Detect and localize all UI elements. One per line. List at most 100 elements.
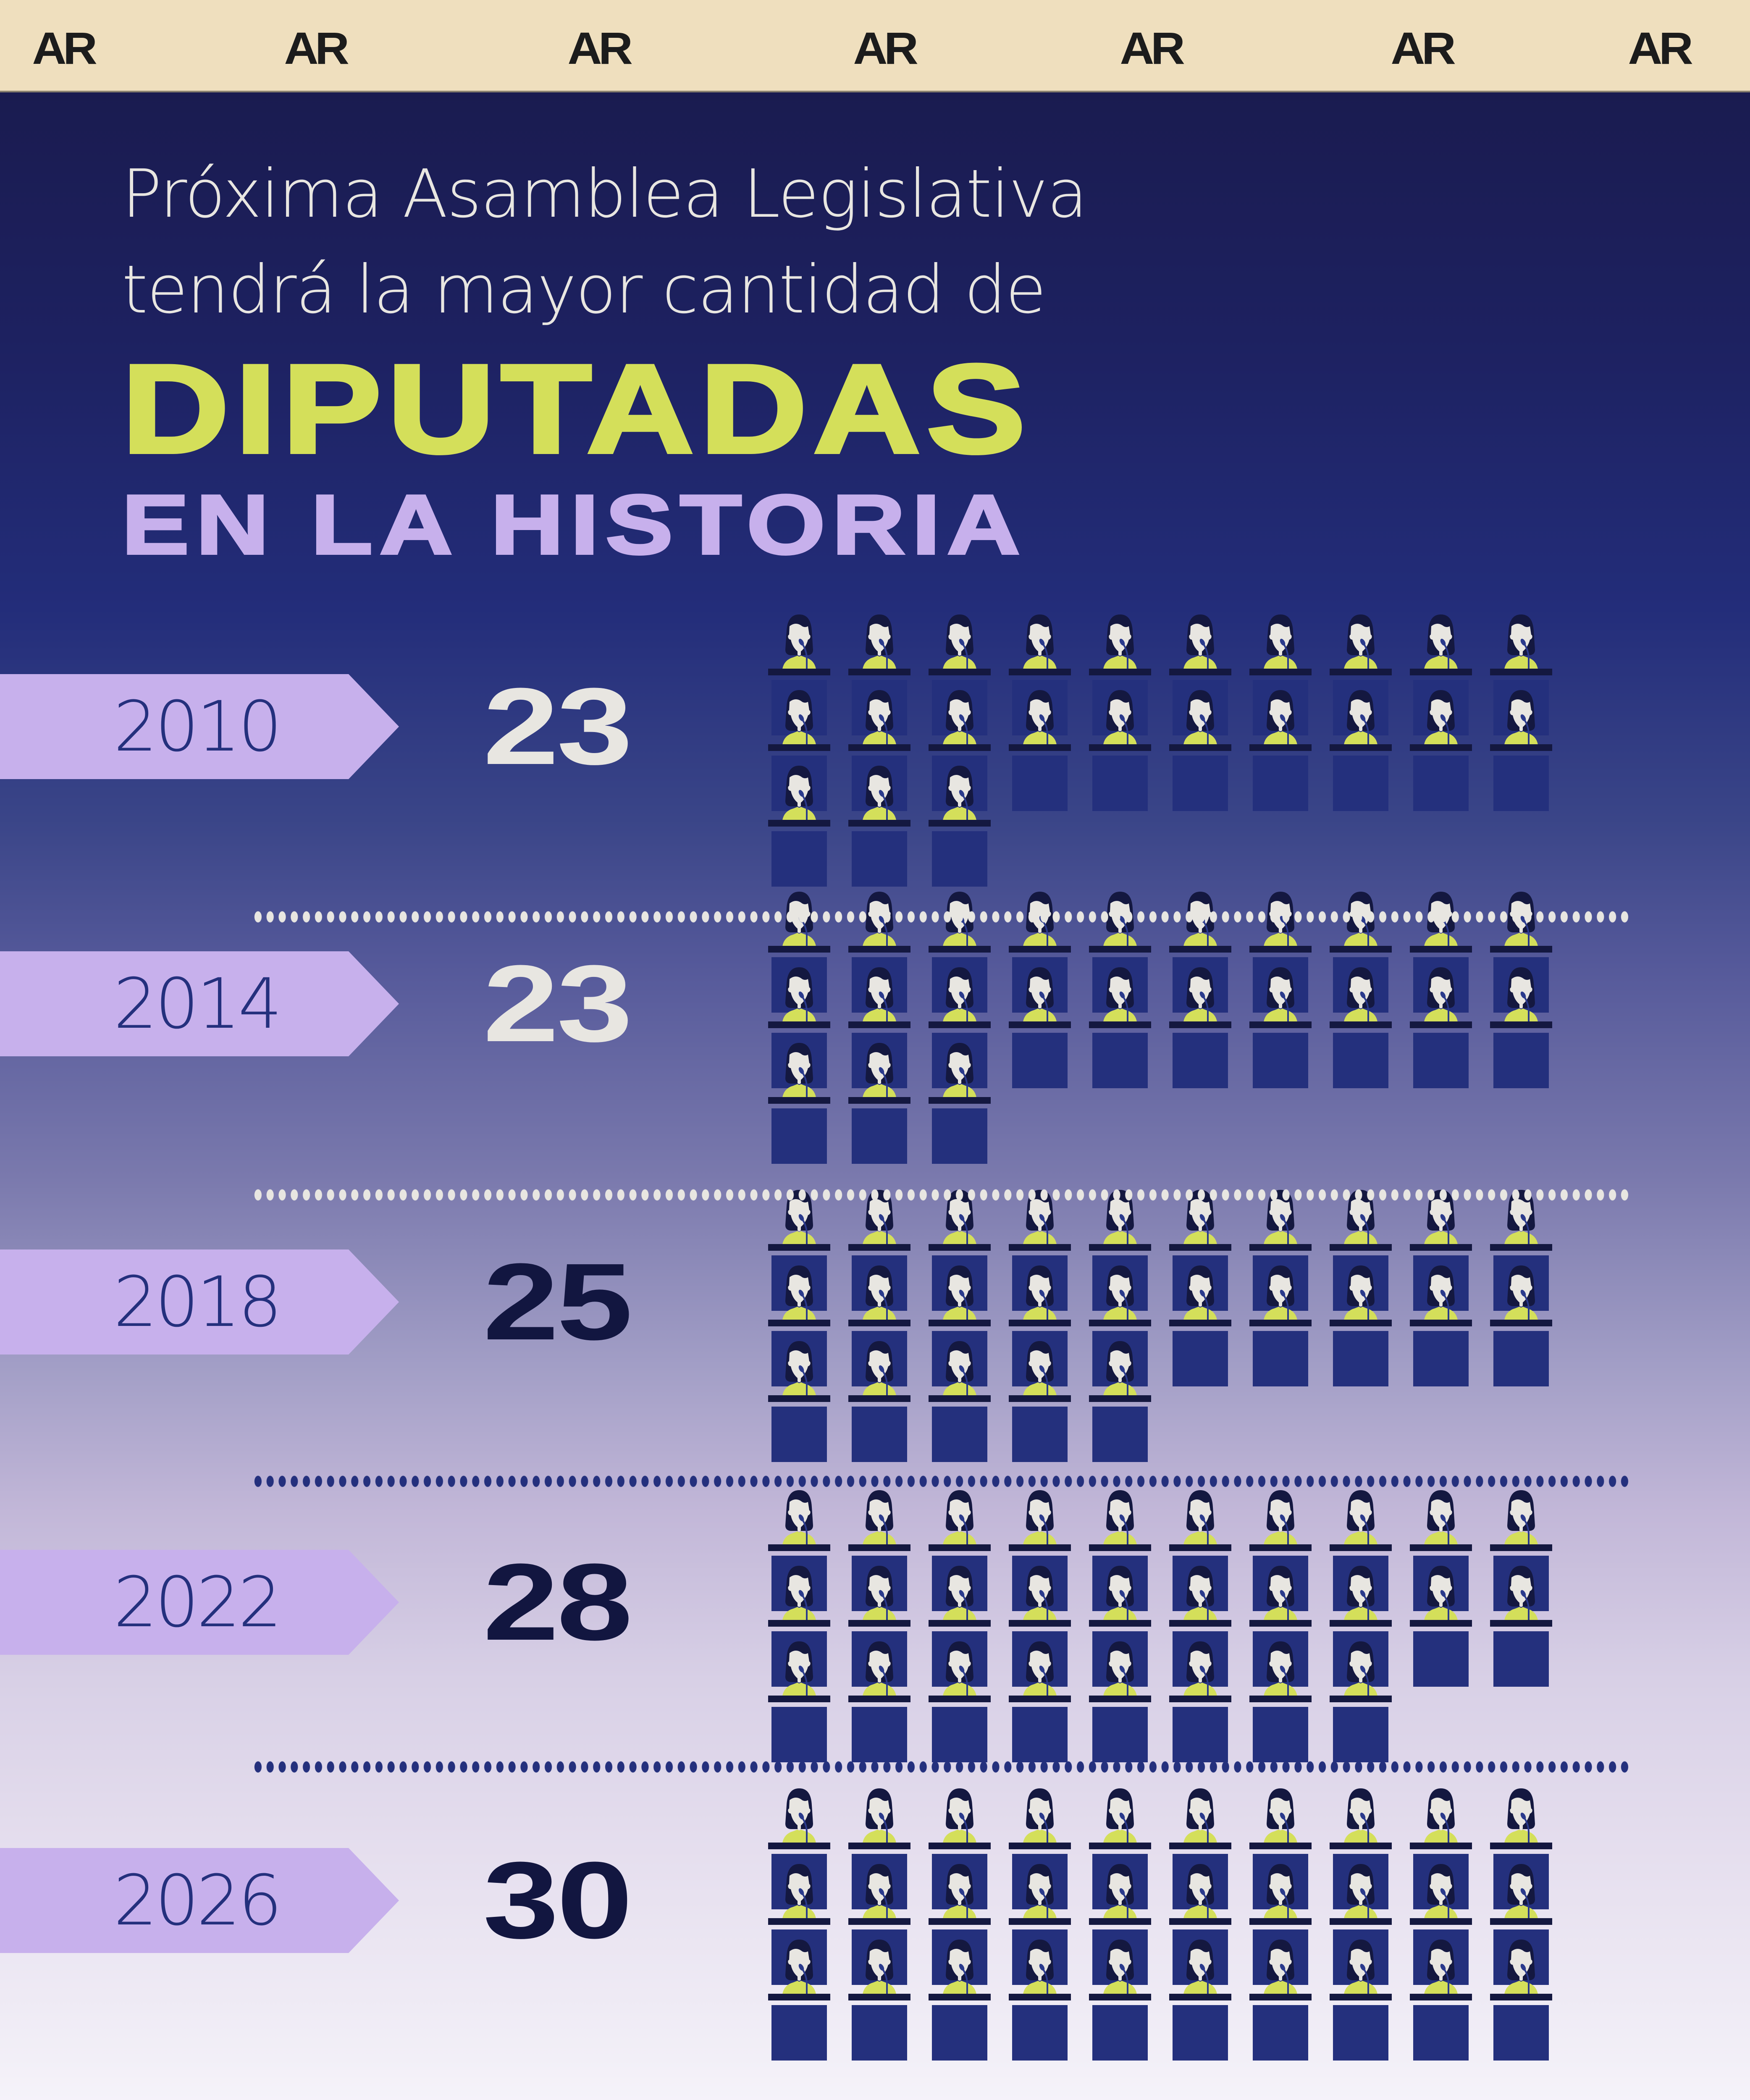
diputada-icon-cell — [1244, 1861, 1324, 1985]
woman-at-podium-icon — [929, 1341, 991, 1462]
diputada-icon-cell — [1324, 1562, 1404, 1687]
woman-at-podium-icon — [1009, 690, 1071, 811]
diputada-icon-cell — [923, 1562, 1003, 1687]
woman-at-podium-icon — [1410, 1940, 1472, 2061]
woman-at-podium-icon — [1330, 1641, 1392, 1762]
diputada-icon-cell — [1484, 1785, 1564, 1909]
title-highlight: DIPUTADAS — [120, 336, 1032, 481]
diputada-icon-cell — [1404, 687, 1484, 811]
woman-at-podium-icon — [1490, 1566, 1552, 1687]
woman-at-podium-icon — [1009, 967, 1071, 1088]
diputada-icon-cell — [923, 611, 1003, 735]
woman-at-podium-icon — [848, 690, 910, 811]
woman-at-podium-icon — [768, 1641, 830, 1762]
icon-grid — [762, 1487, 1564, 1762]
diputada-icon-cell — [1484, 1562, 1564, 1687]
diputada-icon-cell — [762, 1338, 842, 1462]
icon-grid — [762, 1186, 1564, 1462]
diputada-icon-cell — [1244, 888, 1324, 1013]
diputada-icon-cell — [1484, 1487, 1564, 1611]
diputada-icon-cell — [1324, 964, 1404, 1088]
woman-at-podium-icon — [768, 690, 830, 811]
diputada-icon-cell — [1003, 1262, 1083, 1386]
year-label: 2010 — [113, 686, 282, 767]
woman-at-podium-icon — [768, 1265, 830, 1386]
diputada-icon-cell — [1484, 1262, 1564, 1386]
diputada-icon-cell — [1244, 1936, 1324, 2061]
title-subtitle: EN LA HISTORIA — [120, 477, 1027, 573]
diputada-icon-cell — [1244, 964, 1324, 1088]
diputada-icon-cell — [1003, 1936, 1083, 2061]
diputada-icon-cell — [923, 1936, 1003, 2061]
diputada-icon-cell — [1003, 1785, 1083, 1909]
woman-at-podium-icon — [1089, 1940, 1151, 2061]
diputada-icon-cell — [1003, 687, 1083, 811]
diputada-icon-cell — [1083, 1861, 1163, 1985]
diputada-icon-cell — [923, 1785, 1003, 1909]
diputada-icon-cell — [923, 687, 1003, 811]
diputada-icon-cell — [842, 1785, 923, 1909]
count-value: 23 — [483, 666, 633, 788]
woman-at-podium-icon — [1169, 967, 1231, 1088]
dotted-separator — [252, 1475, 1629, 1488]
woman-at-podium-icon — [848, 1043, 910, 1164]
year-label: 2026 — [113, 1860, 282, 1941]
diputada-icon-cell — [1163, 1262, 1244, 1386]
woman-at-podium-icon — [768, 1341, 830, 1462]
diputada-icon-cell — [1083, 1338, 1163, 1462]
woman-at-podium-icon — [848, 967, 910, 1088]
diputada-icon-cell — [842, 1262, 923, 1386]
diputada-icon-cell — [1324, 611, 1404, 735]
diputada-icon-cell — [1003, 1487, 1083, 1611]
ar-logo: AR — [284, 23, 349, 74]
diputada-icon-cell — [762, 1040, 842, 1164]
diputada-icon-cell — [842, 964, 923, 1088]
woman-at-podium-icon — [1330, 967, 1392, 1088]
diputada-icon-cell — [842, 1562, 923, 1687]
woman-at-podium-icon — [1009, 1940, 1071, 2061]
woman-at-podium-icon — [929, 1043, 991, 1164]
diputada-icon-cell — [1083, 888, 1163, 1013]
diputada-icon-cell — [1003, 964, 1083, 1088]
woman-at-podium-icon — [1410, 1265, 1472, 1386]
diputada-icon-cell — [1404, 1936, 1484, 2061]
year-arrow-tag: 2010 — [0, 674, 399, 779]
woman-at-podium-icon — [768, 766, 830, 887]
year-label: 2018 — [113, 1262, 282, 1342]
diputada-icon-cell — [1163, 1936, 1244, 2061]
diputada-icon-cell — [1003, 888, 1083, 1013]
diputada-icon-cell — [923, 1338, 1003, 1462]
woman-at-podium-icon — [1490, 1864, 1552, 1985]
diputada-icon-cell — [1484, 611, 1564, 735]
woman-at-podium-icon — [1249, 690, 1312, 811]
woman-at-podium-icon — [768, 1490, 830, 1611]
diputada-icon-cell — [1083, 1562, 1163, 1687]
year-label: 2022 — [113, 1562, 282, 1643]
diputada-icon-cell — [1003, 1861, 1083, 1985]
woman-at-podium-icon — [848, 766, 910, 887]
count-value: 28 — [483, 1541, 633, 1663]
diputada-icon-cell — [1324, 1487, 1404, 1611]
diputada-icon-cell — [923, 964, 1003, 1088]
diputada-icon-cell — [842, 1638, 923, 1762]
diputada-icon-cell — [1083, 1785, 1163, 1909]
diputada-icon-cell — [1484, 1936, 1564, 2061]
woman-at-podium-icon — [1169, 1641, 1231, 1762]
diputada-icon-cell — [1404, 888, 1484, 1013]
ar-logo: AR — [567, 23, 633, 74]
diputada-icon-cell — [842, 888, 923, 1013]
woman-at-podium-icon — [1249, 1265, 1312, 1386]
woman-at-podium-icon — [848, 614, 910, 735]
diputada-icon-cell — [1324, 1262, 1404, 1386]
woman-at-podium-icon — [848, 1641, 910, 1762]
diputada-icon-cell — [1484, 888, 1564, 1013]
diputada-icon-cell — [1404, 1785, 1484, 1909]
woman-at-podium-icon — [1249, 1641, 1312, 1762]
woman-at-podium-icon — [768, 1940, 830, 2061]
diputada-icon-cell — [923, 1487, 1003, 1611]
ar-logo: AR — [32, 23, 97, 74]
diputada-icon-cell — [1404, 1562, 1484, 1687]
diputada-icon-cell — [1083, 687, 1163, 811]
woman-at-podium-icon — [929, 614, 991, 735]
woman-at-podium-icon — [848, 1341, 910, 1462]
